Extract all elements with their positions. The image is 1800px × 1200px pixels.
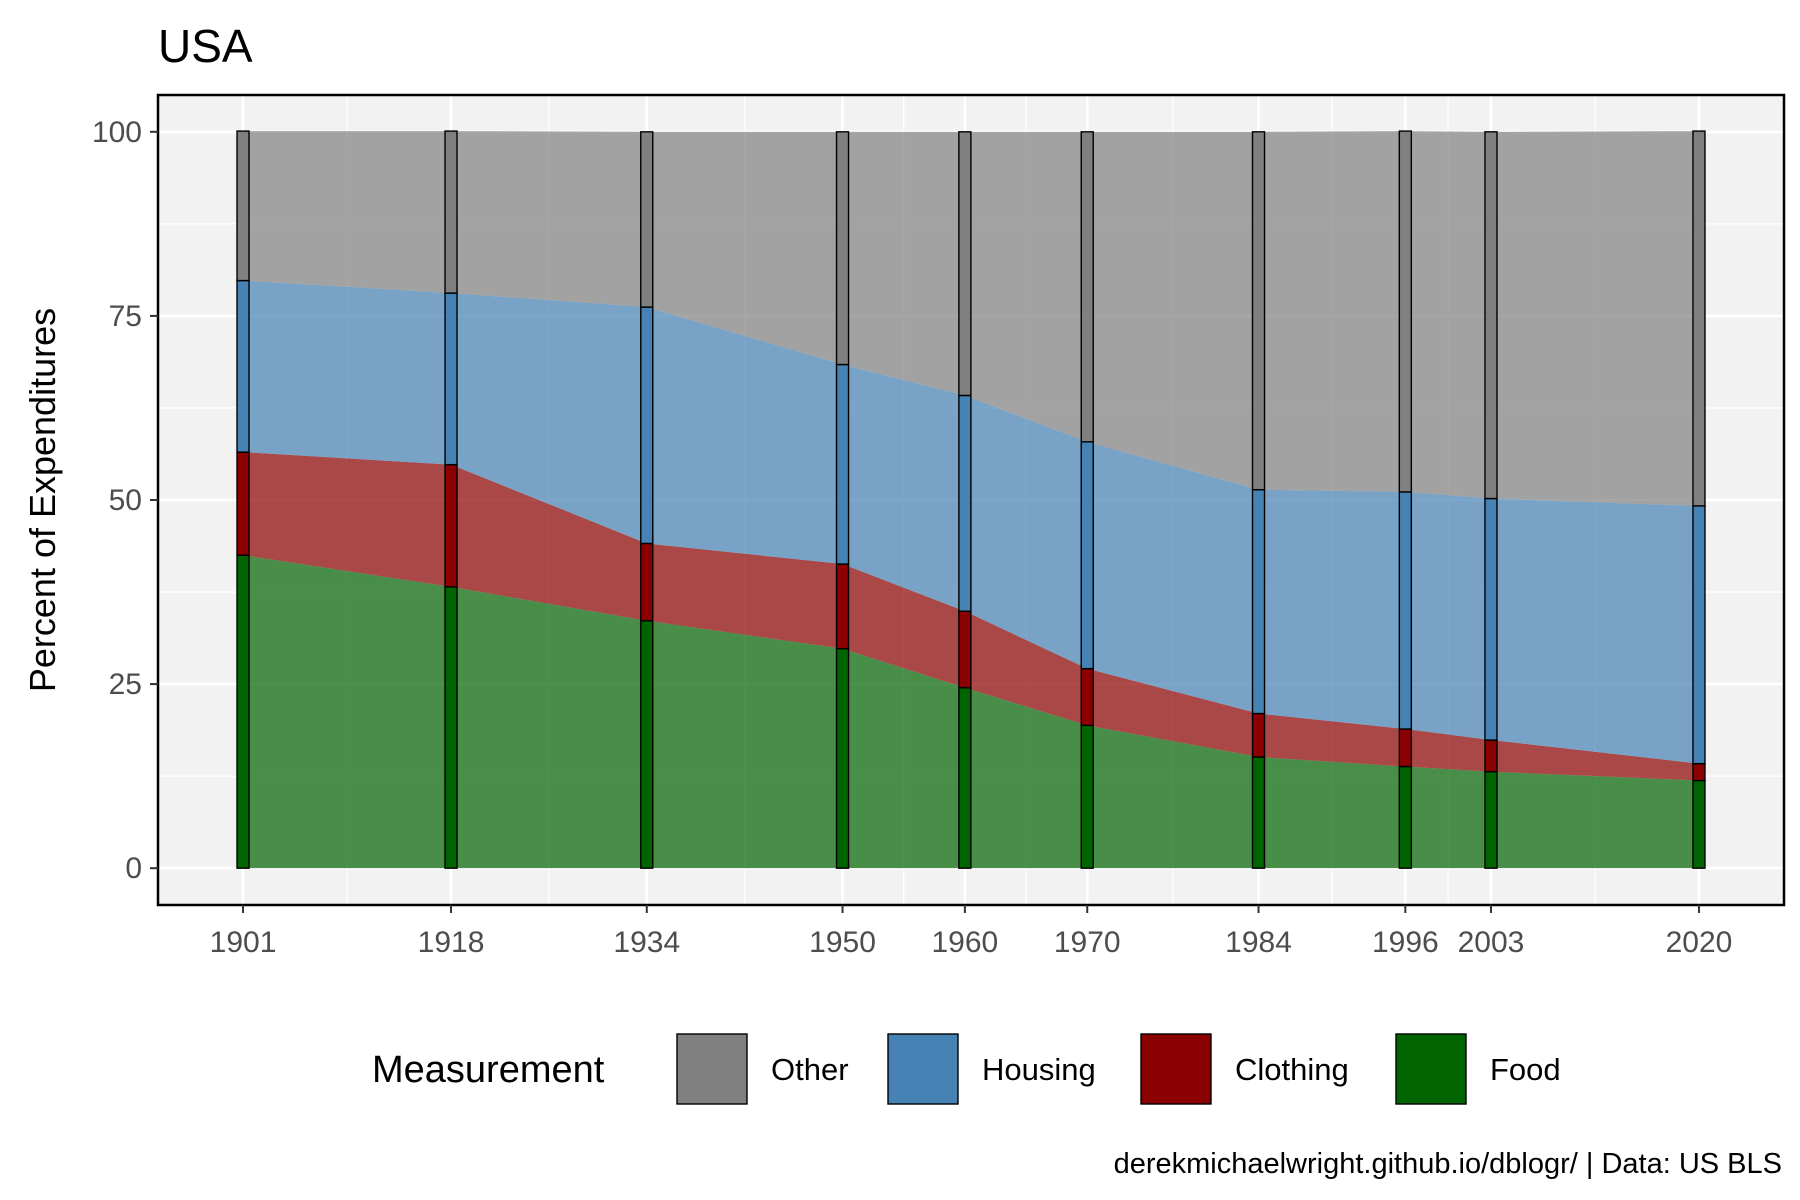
legend: Measurement Other Housing Clothing Food (372, 1033, 1561, 1105)
legend-key-housing (887, 1033, 959, 1105)
y-tick-label: 50 (109, 484, 142, 517)
chart-title: USA (158, 20, 253, 72)
bar-clothing-1950 (835, 563, 850, 650)
bar-clothing-2020 (1692, 762, 1706, 782)
x-tick-label: 1970 (1054, 926, 1121, 959)
x-tick-label: 1934 (613, 926, 680, 959)
bar-other-1996 (1398, 130, 1413, 493)
x-tick-label: 1918 (418, 926, 485, 959)
bar-other-1901 (236, 130, 250, 282)
bar-housing-1950 (835, 363, 850, 565)
x-tick-label: 1960 (932, 926, 999, 959)
bar-other-2020 (1692, 130, 1706, 507)
bar-housing-2003 (1484, 497, 1498, 741)
bar-housing-1996 (1398, 491, 1413, 730)
bar-food-1901 (236, 554, 250, 869)
bar-housing-2020 (1692, 505, 1706, 765)
x-tick-label: 2020 (1666, 926, 1733, 959)
bar-food-1970 (1080, 724, 1094, 869)
y-axis-title: Percent of Expenditures (22, 308, 63, 692)
bar-other-1960 (958, 131, 972, 397)
bar-food-1960 (958, 687, 972, 869)
bar-housing-1984 (1251, 488, 1266, 715)
bar-food-2003 (1484, 771, 1498, 869)
bar-food-2020 (1692, 779, 1706, 869)
legend-label-food: Food (1490, 1052, 1561, 1087)
x-tick-label: 1996 (1372, 926, 1439, 959)
bar-food-1950 (835, 648, 850, 869)
x-tick-label: 2003 (1458, 926, 1525, 959)
legend-label-housing: Housing (982, 1052, 1096, 1087)
bar-other-1950 (835, 131, 850, 366)
legend-items: Other Housing Clothing Food (676, 1033, 1561, 1105)
bar-other-1934 (640, 131, 654, 308)
bar-clothing-1901 (236, 451, 250, 556)
bar-housing-1970 (1080, 441, 1094, 670)
bar-food-1996 (1398, 765, 1413, 869)
x-tick-label: 1901 (210, 926, 277, 959)
x-axis: 1901 1918 1934 1950 1960 1970 1984 1996 2003 2020 (210, 905, 1733, 959)
bar-other-1918 (444, 130, 458, 294)
bar-other-1970 (1080, 131, 1094, 443)
bar-segments (236, 130, 1706, 869)
bar-food-1934 (640, 620, 654, 869)
x-tick-label: 1950 (809, 926, 876, 959)
bar-housing-1960 (958, 394, 972, 612)
chart-caption: derekmichaelwright.github.io/dblogr/ | D… (1114, 1148, 1782, 1180)
legend-label-clothing: Clothing (1235, 1052, 1349, 1087)
bar-clothing-1984 (1251, 712, 1266, 758)
y-tick-label: 25 (109, 668, 142, 701)
bar-housing-1934 (640, 306, 654, 545)
legend-key-food (1395, 1033, 1467, 1105)
legend-label-other: Other (771, 1052, 849, 1087)
bar-other-1984 (1251, 131, 1266, 491)
bar-other-2003 (1484, 131, 1498, 500)
y-tick-label: 75 (109, 300, 142, 333)
y-tick-label: 0 (125, 852, 142, 885)
x-tick-label: 1984 (1225, 926, 1292, 959)
bar-clothing-1918 (444, 463, 458, 588)
bar-clothing-1996 (1398, 728, 1413, 768)
y-tick-label: 100 (92, 116, 142, 149)
y-axis: 0 25 50 75 100 (92, 116, 158, 885)
legend-key-clothing (1140, 1033, 1212, 1105)
bar-clothing-1970 (1080, 667, 1094, 727)
bar-clothing-2003 (1484, 739, 1498, 773)
bar-clothing-1960 (958, 610, 972, 689)
legend-key-other (676, 1033, 748, 1105)
bar-housing-1901 (236, 279, 250, 453)
bar-food-1918 (444, 586, 458, 869)
legend-title: Measurement (372, 1049, 605, 1091)
bar-clothing-1934 (640, 542, 654, 622)
bar-food-1984 (1251, 756, 1266, 869)
bar-housing-1918 (444, 292, 458, 466)
